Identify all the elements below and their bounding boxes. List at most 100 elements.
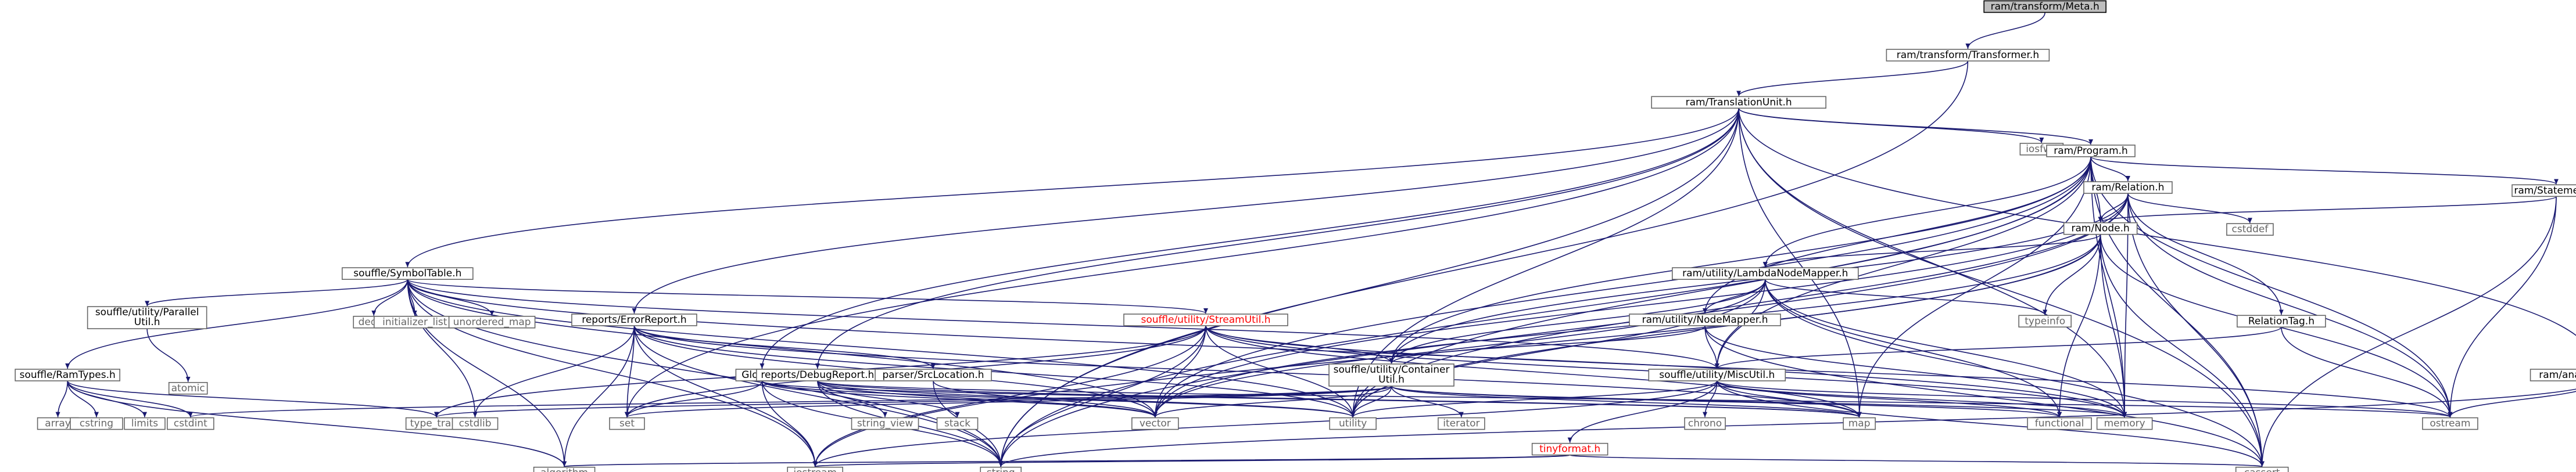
edge-ramtypes-to-cstring: [67, 380, 99, 417]
edge-node-to-lambdamapper: [1762, 233, 2101, 268]
edge-containerutil-to-set: [625, 385, 1392, 418]
edge-program-to-containerutil: [1389, 156, 2091, 364]
node-label: limits: [131, 418, 158, 430]
node-label: ostream: [2430, 418, 2470, 430]
node-ramtypes[interactable]: souffle/RamTypes.h: [15, 369, 121, 381]
node-statement[interactable]: ram/Statement.h: [2511, 184, 2576, 197]
edge-relationtag-to-ostream: [2281, 327, 2453, 417]
node-utility: utility: [1329, 417, 1377, 430]
node-box: [1843, 417, 1876, 430]
edge-symboltable-to-parallelutil: [145, 279, 409, 307]
edge-meta-to-transformer: [1965, 12, 2045, 49]
node-analysis[interactable]: ram/analysis/Analysis.h: [2530, 369, 2576, 381]
node-miscutil[interactable]: souffle/utility/MiscUtil.h: [1648, 369, 1786, 381]
node-box: [1329, 417, 1377, 430]
node-label: souffle/utility/StreamUtil.h: [1141, 314, 1271, 326]
edge-nodemapper-to-cassert: [1704, 325, 2265, 467]
edge-symboltable-to-cstdlib: [407, 279, 478, 417]
edge-lambdamapper-to-functional: [1765, 279, 2062, 417]
node-box: [452, 417, 499, 430]
edge-containerutil-to-cstdint: [188, 385, 1392, 418]
node-stack: stack: [936, 417, 979, 430]
node-box: [571, 314, 697, 326]
node-label: memory: [2104, 418, 2145, 430]
node-node[interactable]: ram/Node.h: [2063, 222, 2138, 235]
node-label: RelationTag.h: [2248, 315, 2315, 327]
edge-containerutil-to-memory: [1391, 385, 2127, 418]
node-box: [2511, 184, 2576, 197]
node-symboltable[interactable]: souffle/SymbolTable.h: [342, 267, 474, 280]
node-iterator: iterator: [1438, 417, 1485, 430]
node-algorithm: algorithm: [533, 466, 596, 472]
edge-program-to-vector: [1152, 156, 2091, 417]
node-label: iterator: [1443, 418, 1479, 430]
node-box: [875, 369, 992, 381]
node-transformer[interactable]: ram/transform/Transformer.h: [1886, 49, 2050, 62]
node-relation[interactable]: ram/Relation.h: [2083, 181, 2173, 194]
node-box: [1983, 0, 2106, 13]
node-box: [787, 466, 843, 472]
edge-statement-to-node: [2098, 196, 2557, 223]
edge-tu-to-global: [759, 108, 1739, 369]
edge-errorreport-to-cstdlib: [472, 325, 635, 417]
node-box: [1131, 417, 1179, 430]
node-label: cstddef: [2231, 224, 2269, 235]
edge-debugreport-to-map: [817, 380, 1862, 418]
node-label: utility: [1339, 418, 1367, 430]
node-label: souffle/RamTypes.h: [20, 369, 116, 381]
edge-miscutil-to-functional: [1717, 380, 2062, 417]
edge-relation-to-vector: [1152, 193, 2129, 417]
node-lambdamapper[interactable]: ram/utility/LambdaNodeMapper.h: [1672, 267, 1859, 280]
edge-debugreport-to-stack: [817, 380, 960, 417]
edge-symboltable-to-memory: [407, 279, 2127, 417]
edge-global-to-set: [625, 380, 763, 417]
edge-miscutil-to-tinyformat: [1567, 380, 1718, 443]
node-errorreport[interactable]: reports/ErrorReport.h: [571, 314, 697, 326]
edge-relation-to-relationtag: [2127, 193, 2284, 315]
edge-lambdamapper-to-containerutil: [1389, 279, 1766, 364]
edge-lambdamapper-to-typeinfo: [1765, 279, 2048, 315]
node-label: array: [45, 418, 71, 430]
node-nodemapper[interactable]: ram/utility/NodeMapper.h: [1629, 314, 1781, 326]
node-label: stack: [944, 418, 970, 430]
node-box: [936, 417, 979, 430]
node-srclocation[interactable]: parser/SrcLocation.h: [875, 369, 992, 381]
edge-symboltable-to-vector: [407, 279, 1158, 417]
edge-streamutil-to-map: [1205, 325, 1862, 417]
node-typeinfo: typeinfo: [2018, 315, 2072, 328]
edge-errorreport-to-iostream: [633, 325, 818, 467]
edge-tinyformat-to-cassert: [1569, 454, 2264, 467]
node-label: parser/SrcLocation.h: [883, 369, 984, 381]
node-streamutil[interactable]: souffle/utility/StreamUtil.h: [1123, 314, 1288, 326]
node-box: [2530, 369, 2576, 381]
node-label: set: [619, 418, 635, 430]
node-box: [1648, 369, 1786, 381]
node-label: reports/DebugReport.h: [761, 369, 874, 381]
edge-statement-to-ostream: [2448, 196, 2557, 417]
node-debugreport[interactable]: reports/DebugReport.h: [756, 369, 879, 381]
edge-nodemapper-to-miscutil: [1704, 325, 1719, 369]
node-label: Util.h: [1378, 374, 1405, 385]
node-tinyformat[interactable]: tinyformat.h: [1531, 442, 1608, 456]
node-program[interactable]: ram/Program.h: [2046, 145, 2136, 157]
node-tu[interactable]: ram/TranslationUnit.h: [1651, 96, 1826, 109]
node-label: souffle/utility/MiscUtil.h: [1659, 369, 1775, 381]
node-label: string: [987, 467, 1015, 472]
edge-global-to-iostream: [761, 380, 818, 467]
edge-program-to-statement: [2090, 156, 2559, 185]
node-iostream: iostream: [787, 466, 843, 472]
node-box: [2237, 315, 2326, 328]
edge-symboltable-to-streamutil: [407, 279, 1208, 314]
node-meta[interactable]: ram/transform/Meta.h: [1983, 0, 2106, 13]
edge-errorreport-to-map: [633, 325, 1862, 417]
node-label: cstdint: [174, 418, 207, 430]
node-box: [448, 315, 536, 329]
edge-lambdamapper-to-vector: [1152, 279, 1766, 417]
node-relationtag[interactable]: RelationTag.h: [2237, 315, 2326, 328]
node-box: [1684, 417, 1726, 430]
edge-tu-to-program: [1738, 107, 2093, 145]
node-label: tinyformat.h: [1539, 444, 1600, 455]
